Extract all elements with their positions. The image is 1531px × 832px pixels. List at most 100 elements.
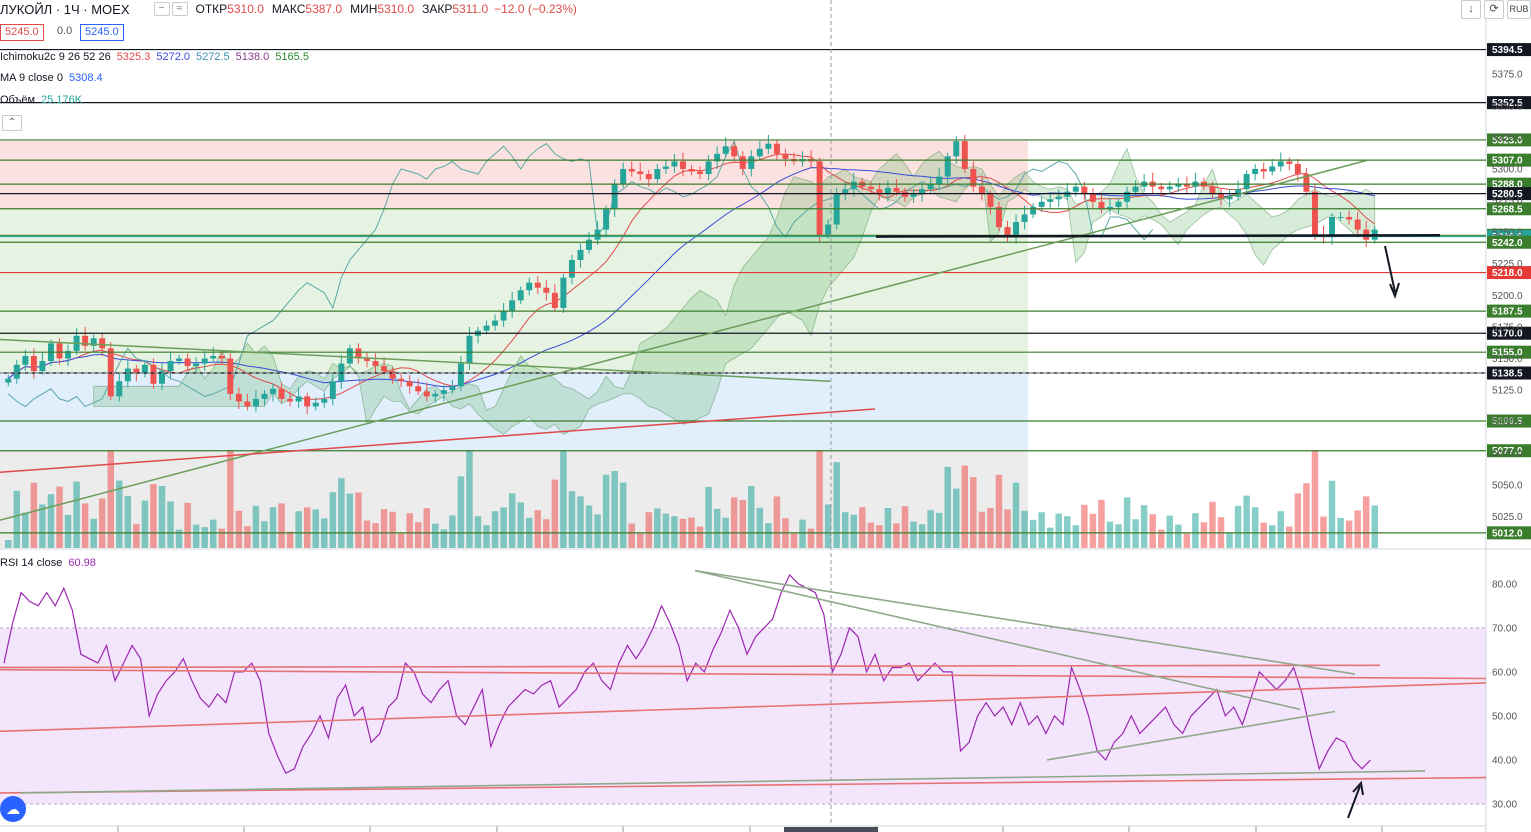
candle-body xyxy=(893,187,900,192)
refresh-icon[interactable]: ⟳ xyxy=(1484,0,1504,19)
candle-body xyxy=(270,388,277,394)
candle-body xyxy=(1132,186,1139,192)
volume-bar xyxy=(1286,526,1293,548)
candle-body xyxy=(1183,184,1190,187)
price-level-label: 5138.5 xyxy=(1492,369,1523,380)
volume-bar xyxy=(508,493,516,548)
volume-bar xyxy=(577,496,584,548)
ichimoku-value-5: 5165.5 xyxy=(275,51,309,63)
bid-box[interactable]: 5245.0 xyxy=(0,24,44,41)
candle-body xyxy=(449,386,456,391)
rsi-legend[interactable]: RSI 14 close 60.98 xyxy=(0,557,102,569)
rsi-band xyxy=(0,627,1486,804)
volume-bar xyxy=(1149,514,1156,548)
volume-bar xyxy=(13,490,21,548)
price-tick-label: 5100.0 xyxy=(1492,417,1523,428)
volume-bar xyxy=(850,514,858,548)
tradingview-logo-icon[interactable]: ☁ xyxy=(0,796,26,822)
low-value: 5310.0 xyxy=(377,2,415,16)
ma-legend[interactable]: MA 9 close 0 5308.4 xyxy=(0,72,109,84)
candle-body xyxy=(381,366,388,372)
candle-body xyxy=(90,338,97,346)
arrow-up-head xyxy=(1352,780,1364,796)
candle-body xyxy=(1047,199,1054,202)
candle-body xyxy=(466,335,473,364)
kijun-line xyxy=(7,167,1375,388)
volume-bar xyxy=(235,510,243,548)
price-tick-label: 5125.0 xyxy=(1492,386,1523,397)
volume-bar xyxy=(765,523,772,548)
volume-bar xyxy=(901,506,909,548)
volume-bar xyxy=(1089,513,1097,548)
volume-bar xyxy=(1303,483,1310,548)
price-level-label: 5012.0 xyxy=(1492,528,1523,539)
volume-bar xyxy=(987,508,994,548)
candle-body xyxy=(1124,191,1131,202)
volume-legend[interactable]: Объём 25.176K xyxy=(0,94,88,106)
price-level-label: 5394.5 xyxy=(1492,45,1523,56)
price-tick-label: 5025.0 xyxy=(1492,512,1523,523)
price-level-tag xyxy=(1487,345,1531,359)
candle-body xyxy=(594,229,601,240)
candle-body xyxy=(961,141,968,169)
candle-body xyxy=(509,300,516,311)
ask-box[interactable]: 5245.0 xyxy=(80,24,124,41)
price-level-tag xyxy=(1487,366,1531,380)
candle-body xyxy=(287,398,294,402)
candle-body xyxy=(987,194,994,207)
volume-bar xyxy=(227,450,234,548)
zone-upper-red xyxy=(0,139,1028,209)
volume-bar xyxy=(816,450,823,548)
volume-bar xyxy=(64,514,72,548)
candle-body xyxy=(1346,216,1353,220)
volume-bar xyxy=(175,529,183,548)
volume-bar xyxy=(1371,505,1378,548)
volume-bar xyxy=(748,486,755,548)
candle-body xyxy=(637,171,644,175)
ichimoku-value-3: 5272.5 xyxy=(196,51,230,63)
price-level-tag xyxy=(1487,187,1531,201)
price-tick-label: 5350.0 xyxy=(1492,101,1523,112)
volume-bar xyxy=(56,486,63,548)
volume-bar xyxy=(970,477,977,548)
candle-body xyxy=(1311,191,1318,235)
volume-bar xyxy=(1354,510,1361,548)
symbol-title[interactable]: ЛУКОЙЛ · 1Ч · MOEX xyxy=(0,1,130,17)
price-level-label: 5307.0 xyxy=(1492,156,1523,167)
candle-body xyxy=(867,186,874,190)
volume-bar xyxy=(184,502,191,548)
volume-bar xyxy=(833,462,840,548)
candle-body xyxy=(295,396,302,402)
volume-bar xyxy=(432,523,439,548)
price-level-tag xyxy=(1487,202,1531,216)
compare-icon[interactable]: ≈ xyxy=(171,2,188,16)
volume-bar xyxy=(1004,509,1011,548)
candle-body xyxy=(671,161,678,167)
price-tick-label: 5150.0 xyxy=(1492,354,1523,365)
volume-bar xyxy=(449,515,456,548)
price-level-label: 5218.0 xyxy=(1492,268,1523,279)
volume-bar xyxy=(935,512,943,548)
candle-body xyxy=(731,146,738,157)
ichimoku-value-1: 5325.3 xyxy=(116,51,151,63)
minimize-icon[interactable]: − xyxy=(153,2,170,16)
currency-button[interactable]: RUB xyxy=(1507,0,1531,19)
close-label: ЗАКР xyxy=(422,2,453,16)
collapse-legend-button[interactable]: ⌃ xyxy=(2,115,22,131)
candle-body xyxy=(363,358,370,362)
candle-body xyxy=(355,348,362,359)
price-level-label: 5077.0 xyxy=(1492,446,1523,457)
arrow-down-icon[interactable]: ↓ xyxy=(1461,0,1481,19)
candle-body xyxy=(346,348,353,364)
volume-bar xyxy=(1123,497,1131,548)
volume-bar xyxy=(1226,532,1233,548)
volume-bar xyxy=(730,497,738,548)
volume-bar xyxy=(705,487,712,548)
volume-bar xyxy=(295,511,302,548)
ichimoku-legend[interactable]: Ichimoku2c 9 26 52 26 5325.3 5272.0 5272.5 5… xyxy=(0,51,315,63)
volume-bar xyxy=(1157,529,1165,548)
rsi-green-resistance-2 xyxy=(694,569,1301,711)
trendline-support xyxy=(0,159,1369,521)
volume-bar xyxy=(1166,515,1174,548)
